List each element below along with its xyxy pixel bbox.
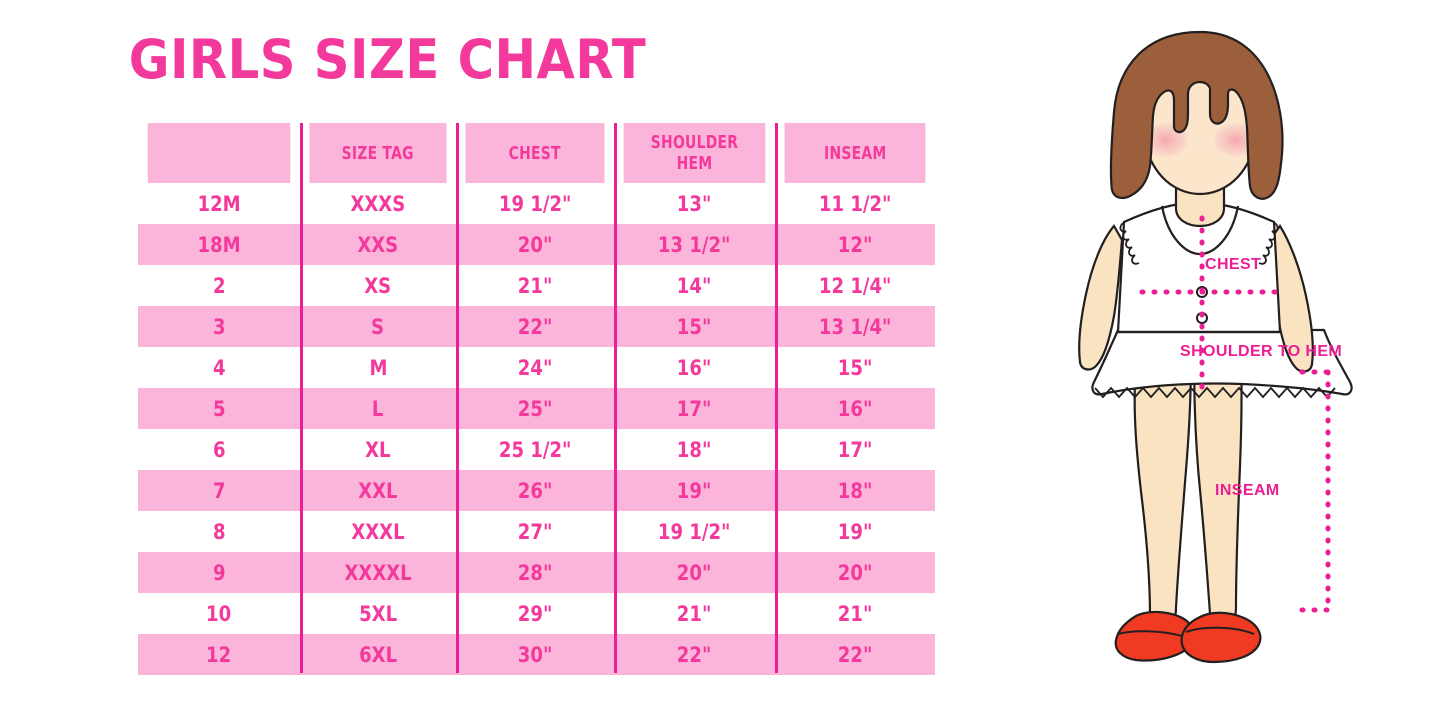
table-row: 18M XXS 20" 13 1/2" 12" [138,224,935,265]
cell-inseam: 19" [775,511,935,552]
cell-inseam: 17" [775,429,935,470]
cell-size: 12 [138,634,300,675]
cell-inseam: 13 1/4" [775,306,935,347]
table-header-row: SIZE TAG CHEST SHOULDER HEM INSEAM [138,123,935,183]
girl-illustration [990,30,1445,690]
cell-shoulder: 13 1/2" [614,224,775,265]
cell-shoulder: 18" [614,429,775,470]
cell-inseam: 12" [775,224,935,265]
column-header-size-tag: SIZE TAG [309,123,447,183]
cell-chest: 25 1/2" [456,429,614,470]
table-row: 3 S 22" 15" 13 1/4" [138,306,935,347]
cell-chest: 21" [456,265,614,306]
cell-size-tag: XL [300,429,456,470]
arms [1078,224,1314,373]
table-row: 12M XXXS 19 1/2" 13" 11 1/2" [138,183,935,224]
cell-size: 6 [138,429,300,470]
cell-size: 2 [138,265,300,306]
column-header-size [147,123,291,183]
cell-shoulder: 16" [614,347,775,388]
cell-size-tag: 5XL [300,593,456,634]
cell-size-tag: M [300,347,456,388]
cell-shoulder: 19 1/2" [614,511,775,552]
cell-size-tag: XXXS [300,183,456,224]
cell-chest: 25" [456,388,614,429]
cell-shoulder: 20" [614,552,775,593]
table-row: 4 M 24" 16" 15" [138,347,935,388]
column-header-chest: CHEST [465,123,605,183]
girl-figure-icon [1078,30,1353,664]
cell-size: 8 [138,511,300,552]
cell-size: 10 [138,593,300,634]
cell-chest: 28" [456,552,614,593]
cell-inseam: 16" [775,388,935,429]
cell-inseam: 21" [775,593,935,634]
cell-inseam: 20" [775,552,935,593]
cell-inseam: 12 1/4" [775,265,935,306]
cell-chest: 22" [456,306,614,347]
page-title: GIRLS SIZE CHART [128,28,647,91]
cell-chest: 26" [456,470,614,511]
cell-inseam: 18" [775,470,935,511]
table-row: 9 XXXXL 28" 20" 20" [138,552,935,593]
cell-shoulder: 21" [614,593,775,634]
cell-size-tag: 6XL [300,634,456,675]
cell-chest: 24" [456,347,614,388]
column-header-inseam: INSEAM [784,123,926,183]
cell-inseam: 15" [775,347,935,388]
cell-shoulder: 14" [614,265,775,306]
table-row: 2 XS 21" 14" 12 1/4" [138,265,935,306]
cell-size-tag: XXS [300,224,456,265]
table-body: 12M XXXS 19 1/2" 13" 11 1/2" 18M XXS 20"… [138,183,935,675]
size-chart-table: SIZE TAG CHEST SHOULDER HEM INSEAM 12M X… [138,123,935,675]
cell-size-tag: XXXL [300,511,456,552]
table-row: 12 6XL 30" 22" 22" [138,634,935,675]
cell-size: 3 [138,306,300,347]
table-row: 7 XXL 26" 19" 18" [138,470,935,511]
cell-shoulder: 17" [614,388,775,429]
legs [1133,328,1243,628]
cell-size-tag: L [300,388,456,429]
cell-chest: 29" [456,593,614,634]
table-row: 8 XXXL 27" 19 1/2" 19" [138,511,935,552]
measurement-guides [1139,215,1335,613]
cell-size: 7 [138,470,300,511]
cell-chest: 20" [456,224,614,265]
cell-size: 9 [138,552,300,593]
cell-shoulder: 22" [614,634,775,675]
table-row: 5 L 25" 17" 16" [138,388,935,429]
cell-shoulder: 19" [614,470,775,511]
inseam-label: INSEAM [1215,482,1280,499]
table-row: 6 XL 25 1/2" 18" 17" [138,429,935,470]
cell-chest: 27" [456,511,614,552]
cell-chest: 19 1/2" [456,183,614,224]
shoulder-to-hem-label: SHOULDER TO HEM [1180,343,1343,360]
shoes [1114,610,1262,664]
table-row: 10 5XL 29" 21" 21" [138,593,935,634]
cell-size: 12M [138,183,300,224]
cell-shoulder: 15" [614,306,775,347]
hair [1109,30,1284,200]
cell-size: 18M [138,224,300,265]
cell-size-tag: XS [300,265,456,306]
cell-size-tag: XXXXL [300,552,456,593]
cell-inseam: 11 1/2" [775,183,935,224]
table-header: SIZE TAG CHEST SHOULDER HEM INSEAM [138,123,935,183]
cell-size-tag: S [300,306,456,347]
cell-chest: 30" [456,634,614,675]
cell-size-tag: XXL [300,470,456,511]
chest-label: CHEST [1205,256,1262,273]
cell-inseam: 22" [775,634,935,675]
cell-size: 5 [138,388,300,429]
cell-shoulder: 13" [614,183,775,224]
cell-size: 4 [138,347,300,388]
column-header-shoulder-hem: SHOULDER HEM [623,123,766,183]
